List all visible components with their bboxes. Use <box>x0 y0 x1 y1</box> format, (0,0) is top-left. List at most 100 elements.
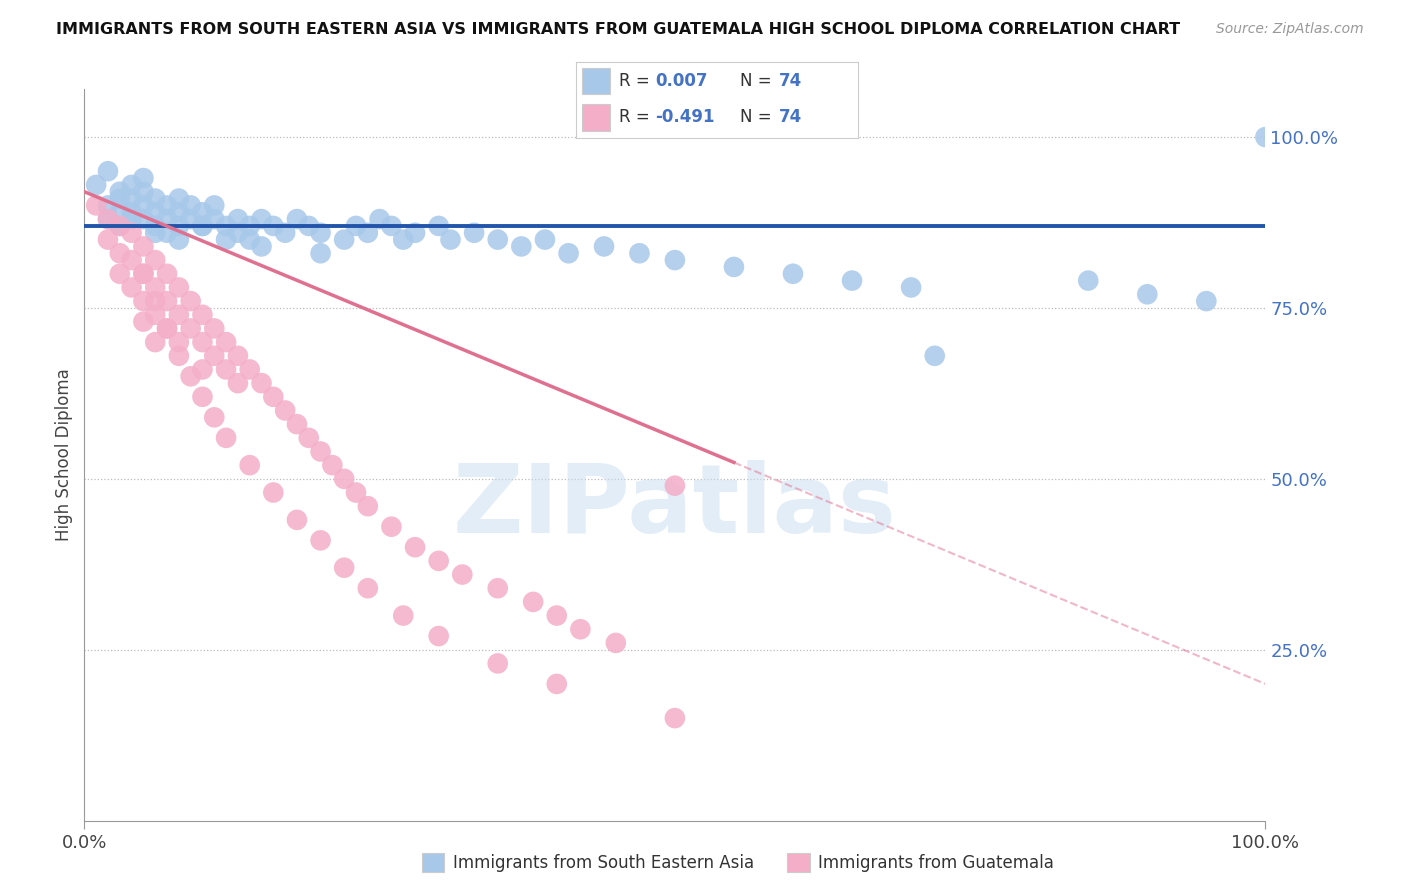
Point <box>215 362 238 376</box>
Point <box>723 260 745 274</box>
Point <box>97 212 120 227</box>
Point <box>357 226 380 240</box>
Point <box>309 444 332 458</box>
Text: 74: 74 <box>779 109 803 127</box>
Point <box>132 171 155 186</box>
Point <box>132 185 155 199</box>
Point <box>167 205 190 219</box>
Point <box>202 212 225 227</box>
Text: Source: ZipAtlas.com: Source: ZipAtlas.com <box>1216 22 1364 37</box>
Text: N =: N = <box>740 109 776 127</box>
Point <box>143 294 166 309</box>
Point <box>226 212 249 227</box>
Point <box>108 205 131 219</box>
Point <box>156 321 179 335</box>
Point <box>180 294 202 309</box>
Point <box>132 294 155 309</box>
Text: N =: N = <box>740 72 776 90</box>
Point <box>841 274 863 288</box>
Point <box>239 362 262 376</box>
Point <box>1195 294 1218 309</box>
Point <box>143 308 166 322</box>
Point <box>250 239 273 253</box>
Point <box>108 219 131 233</box>
Point <box>121 192 143 206</box>
Point <box>1077 274 1099 288</box>
Point <box>298 431 321 445</box>
Point <box>97 233 120 247</box>
Point <box>191 390 214 404</box>
Point <box>132 212 155 227</box>
Point <box>156 321 179 335</box>
Point <box>108 246 131 260</box>
Point <box>191 205 214 219</box>
Point <box>108 192 131 206</box>
Point <box>202 198 225 212</box>
Point <box>226 376 249 391</box>
Point <box>202 321 225 335</box>
Point <box>486 581 509 595</box>
Point <box>121 253 143 268</box>
Point <box>215 219 238 233</box>
Point <box>191 219 214 233</box>
Point <box>239 233 262 247</box>
Point <box>132 267 155 281</box>
Point <box>132 315 155 329</box>
Point <box>250 212 273 227</box>
Point <box>546 608 568 623</box>
Point <box>180 369 202 384</box>
Point <box>285 212 308 227</box>
Text: ZIPatlas: ZIPatlas <box>453 459 897 553</box>
Point <box>84 178 107 192</box>
Text: Immigrants from South Eastern Asia: Immigrants from South Eastern Asia <box>453 854 754 871</box>
Point <box>404 226 426 240</box>
Point <box>569 622 592 636</box>
Point <box>121 226 143 240</box>
Point <box>167 349 190 363</box>
Point <box>522 595 544 609</box>
Point <box>108 185 131 199</box>
Point <box>1136 287 1159 301</box>
FancyBboxPatch shape <box>582 104 610 130</box>
Point <box>605 636 627 650</box>
Point <box>380 219 402 233</box>
Point <box>344 219 367 233</box>
Point <box>357 499 380 513</box>
Point <box>239 458 262 472</box>
Point <box>143 205 166 219</box>
Point <box>97 164 120 178</box>
Point <box>143 335 166 350</box>
Point <box>924 349 946 363</box>
Point <box>191 308 214 322</box>
Point <box>180 321 202 335</box>
Point <box>664 711 686 725</box>
Point <box>1254 130 1277 145</box>
Point <box>108 267 131 281</box>
Point <box>262 485 284 500</box>
Point <box>156 267 179 281</box>
Point <box>321 458 343 472</box>
Point <box>344 485 367 500</box>
Point <box>167 308 190 322</box>
Text: R =: R = <box>619 109 655 127</box>
Point <box>298 219 321 233</box>
Point <box>143 219 166 233</box>
Point <box>156 212 179 227</box>
Point <box>451 567 474 582</box>
Y-axis label: High School Diploma: High School Diploma <box>55 368 73 541</box>
Point <box>404 540 426 554</box>
Point <box>262 219 284 233</box>
Point <box>239 219 262 233</box>
Point <box>357 581 380 595</box>
Point <box>262 390 284 404</box>
Point <box>368 212 391 227</box>
Text: IMMIGRANTS FROM SOUTH EASTERN ASIA VS IMMIGRANTS FROM GUATEMALA HIGH SCHOOL DIPL: IMMIGRANTS FROM SOUTH EASTERN ASIA VS IM… <box>56 22 1181 37</box>
Point <box>215 431 238 445</box>
Point <box>486 233 509 247</box>
Point <box>143 192 166 206</box>
Point <box>202 410 225 425</box>
Point <box>427 554 450 568</box>
Point <box>309 533 332 548</box>
Point <box>143 253 166 268</box>
Point <box>167 219 190 233</box>
